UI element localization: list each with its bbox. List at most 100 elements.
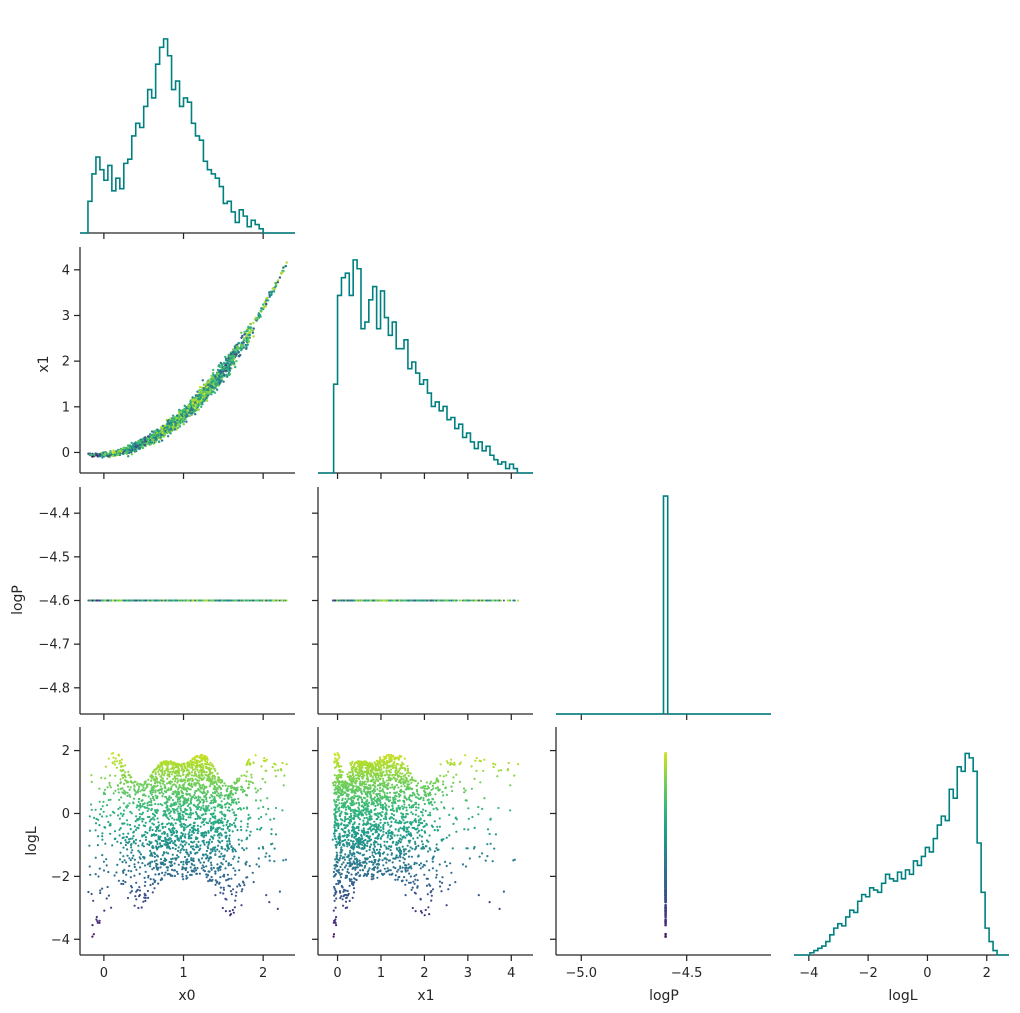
point-x0-x1 bbox=[235, 359, 238, 363]
point-x0-logP bbox=[194, 599, 197, 602]
point-x0-x1 bbox=[210, 393, 213, 396]
point-x0-x1 bbox=[170, 423, 173, 426]
point-x0-x1 bbox=[243, 336, 246, 340]
point-x0-logP bbox=[235, 599, 238, 602]
point-x0-x1 bbox=[191, 396, 194, 399]
point-x0-x1 bbox=[191, 401, 195, 405]
point-x0-x1 bbox=[88, 453, 92, 457]
point-x0-x1 bbox=[206, 381, 209, 385]
point-x0-x1 bbox=[205, 399, 209, 402]
point-x0-x1 bbox=[138, 443, 142, 446]
point-x0-x1 bbox=[202, 390, 205, 394]
point-x0-logP bbox=[199, 599, 202, 602]
point-x0-x1 bbox=[216, 368, 220, 372]
point-x0-x1 bbox=[201, 379, 204, 382]
point-x0-logP bbox=[104, 599, 107, 602]
point-x0-x1 bbox=[202, 400, 205, 403]
point-x0-x1 bbox=[244, 343, 247, 347]
point-x0-x1 bbox=[276, 279, 280, 282]
point-x0-logP bbox=[119, 599, 122, 602]
point-x0-logP bbox=[96, 599, 99, 602]
point-x0-logP bbox=[129, 599, 132, 602]
point-x0-x1 bbox=[236, 343, 239, 346]
point-x0-logP bbox=[135, 599, 138, 602]
panel-scatter-x1-logP bbox=[312, 487, 533, 720]
point-x0-x1 bbox=[224, 367, 227, 370]
point-x0-x1 bbox=[240, 345, 244, 349]
point-x0-x1 bbox=[130, 453, 134, 456]
point-x0-x1 bbox=[212, 368, 215, 372]
point-x0-x1 bbox=[170, 421, 173, 424]
point-x0-x1 bbox=[166, 435, 170, 438]
point-x0-x1 bbox=[199, 391, 202, 394]
point-x0-x1 bbox=[178, 425, 181, 428]
point-x0-logP bbox=[205, 599, 208, 602]
point-x0-x1 bbox=[184, 414, 187, 417]
point-x0-x1 bbox=[178, 409, 182, 412]
point-x0-x1 bbox=[245, 329, 249, 333]
point-x0-x1 bbox=[235, 348, 238, 351]
panel-hist-x1 bbox=[318, 259, 533, 479]
point-x0-x1 bbox=[193, 399, 196, 402]
point-x0-logP bbox=[126, 599, 129, 602]
point-x0-x1 bbox=[157, 433, 160, 436]
point-x0-logP bbox=[246, 599, 248, 602]
point-x0-x1 bbox=[180, 411, 183, 414]
point-x0-logP bbox=[157, 599, 160, 602]
point-x0-logP bbox=[170, 599, 173, 602]
point-x0-x1 bbox=[132, 445, 135, 449]
point-x0-x1 bbox=[285, 261, 288, 264]
point-x0-x1 bbox=[265, 302, 268, 306]
point-x0-x1 bbox=[188, 414, 191, 418]
point-x0-x1 bbox=[182, 423, 185, 426]
point-x0-logP bbox=[106, 599, 109, 602]
y-tick-label-logP: −4.5 bbox=[38, 550, 70, 565]
point-x0-x1 bbox=[96, 454, 99, 457]
point-x0-x1 bbox=[194, 403, 197, 406]
point-x0-logP bbox=[176, 599, 179, 602]
point-x0-x1 bbox=[210, 374, 213, 378]
point-x0-x1 bbox=[175, 428, 178, 431]
point-x0-x1 bbox=[245, 339, 249, 342]
point-x0-logP bbox=[248, 599, 251, 602]
point-x0-x1 bbox=[274, 282, 278, 285]
point-x0-x1 bbox=[219, 361, 222, 365]
point-x0-x1 bbox=[209, 377, 212, 381]
point-x0-x1 bbox=[247, 325, 250, 329]
panel-scatter-x0-logP: −4.8−4.7−4.6−4.5−4.4 bbox=[38, 487, 295, 720]
point-x0-x1 bbox=[160, 439, 164, 442]
point-x0-x1 bbox=[198, 401, 201, 404]
point-x0-logP bbox=[232, 599, 235, 602]
point-x0-x1 bbox=[179, 419, 182, 422]
point-x0-x1 bbox=[182, 419, 185, 422]
point-x0-x1 bbox=[262, 306, 266, 309]
point-x0-x1 bbox=[212, 390, 215, 393]
point-x0-x1 bbox=[252, 335, 255, 338]
point-x0-x1 bbox=[221, 368, 225, 371]
point-x0-logP bbox=[117, 599, 120, 602]
point-x0-x1 bbox=[214, 381, 217, 384]
y-tick-label-x1: 2 bbox=[62, 355, 70, 370]
point-x0-x1 bbox=[228, 369, 232, 372]
point-x0-x1 bbox=[237, 351, 240, 354]
point-x0-x1 bbox=[146, 442, 149, 445]
point-x0-x1 bbox=[187, 405, 190, 409]
point-x0-x1 bbox=[224, 357, 228, 360]
point-x0-logP bbox=[88, 599, 91, 602]
point-x0-x1 bbox=[133, 450, 137, 453]
point-x0-logP bbox=[114, 599, 116, 602]
point-x0-x1 bbox=[137, 439, 141, 443]
point-x0-x1 bbox=[135, 445, 138, 449]
point-x0-x1 bbox=[203, 396, 206, 399]
point-x0-logP bbox=[217, 599, 220, 602]
point-x0-x1 bbox=[141, 446, 145, 450]
point-x0-x1 bbox=[241, 334, 244, 338]
point-x0-x1 bbox=[202, 386, 205, 390]
point-x0-x1 bbox=[220, 373, 223, 376]
point-x0-logP bbox=[243, 599, 246, 602]
point-x0-x1 bbox=[211, 378, 214, 382]
point-x0-x1 bbox=[251, 329, 255, 332]
point-x1-logP bbox=[502, 599, 505, 602]
point-x0-logP bbox=[112, 599, 115, 602]
